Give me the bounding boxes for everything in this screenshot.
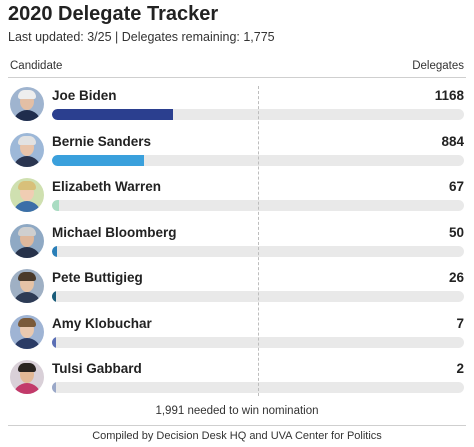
candidate-row: Michael Bloomberg 50	[0, 222, 474, 267]
footer-divider	[8, 425, 466, 426]
delegate-bar	[52, 336, 56, 348]
delegate-bar	[52, 200, 59, 211]
source-credit: Compiled by Decision Desk HQ and UVA Cen…	[92, 430, 382, 442]
candidate-row: Bernie Sanders 884	[0, 131, 474, 176]
delegate-count-label: 2	[456, 361, 464, 376]
delegate-count-label: 50	[448, 224, 464, 240]
candidate-name: Tulsi Gabbard	[52, 361, 142, 376]
delegate-count-label: 7	[456, 315, 464, 331]
chart-subtitle: Last updated: 3/25 | Delegates remaining…	[8, 30, 275, 44]
chart-title: 2020 Delegate Tracker	[8, 3, 219, 25]
candidate-name: Elizabeth Warren	[52, 179, 162, 194]
candidate-name: Pete Buttigieg	[52, 270, 143, 285]
delegate-count-label: 26	[448, 270, 464, 285]
candidate-avatar	[10, 269, 44, 303]
candidate-avatar	[10, 87, 44, 121]
candidate-row: Joe Biden 1168	[0, 85, 474, 130]
candidate-row: Elizabeth Warren 67	[0, 176, 474, 221]
candidate-name: Amy Klobuchar	[52, 315, 152, 331]
win-threshold-line	[258, 86, 259, 396]
column-header-delegates: Delegates	[412, 60, 464, 72]
candidate-name: Joe Biden	[52, 88, 117, 103]
candidate-avatar	[10, 360, 44, 394]
column-header-candidate: Candidate	[10, 60, 63, 72]
delegate-count-label: 884	[441, 133, 464, 149]
candidate-row: Tulsi Gabbard 2	[0, 358, 474, 403]
delegate-bar	[52, 109, 173, 120]
candidate-avatar	[10, 314, 44, 349]
header-divider	[8, 77, 466, 78]
candidate-avatar	[10, 132, 44, 167]
candidate-row: Pete Buttigieg 26	[0, 267, 474, 312]
delegate-bar	[52, 245, 58, 257]
delegate-bar	[52, 291, 56, 302]
win-threshold-label: 1,991 needed to win nomination	[155, 405, 319, 417]
delegate-count-label: 67	[448, 179, 464, 194]
candidate-row: Amy Klobuchar 7	[0, 313, 474, 358]
candidate-name: Bernie Sanders	[52, 133, 152, 149]
delegate-bar	[52, 382, 56, 393]
candidate-avatar	[10, 178, 44, 212]
delegate-count-label: 1168	[434, 88, 464, 103]
candidate-avatar	[10, 223, 44, 258]
candidate-name: Michael Bloomberg	[52, 224, 177, 240]
delegate-bar	[52, 154, 144, 166]
